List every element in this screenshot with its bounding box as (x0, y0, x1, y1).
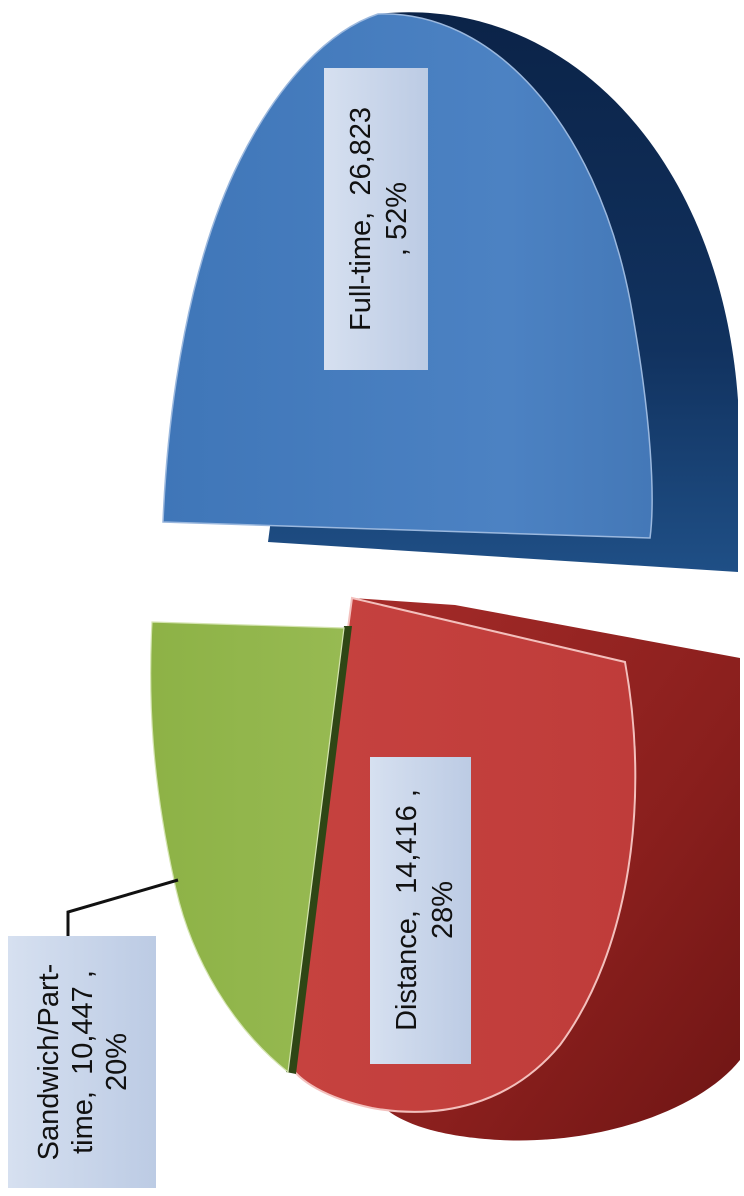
label-sandwich: Sandwich/Part- time, 10,447 , 20% (8, 936, 156, 1188)
label-full-time-line1: Full-time, 26,823 (345, 107, 377, 331)
label-sandwich-box (8, 936, 156, 1188)
label-distance-line1: Distance, 14,416 , (391, 789, 423, 1031)
label-distance-box (370, 757, 471, 1064)
slice-full-time (162, 12, 738, 573)
label-sandwich-line1: Sandwich/Part- (33, 964, 65, 1161)
slice-sandwich-edge (286, 626, 352, 1074)
label-distance-line2: 28% (427, 881, 459, 939)
slice-distance (288, 596, 740, 1141)
label-full-time-line2: , 52% (381, 182, 413, 256)
sandwich-leader-line (66, 878, 179, 936)
label-distance: Distance, 14,416 , 28% (370, 757, 471, 1064)
label-sandwich-line2: time, 10,447 , (67, 970, 99, 1154)
label-sandwich-line3: 20% (101, 1033, 133, 1091)
label-full-time-box (324, 68, 428, 370)
slice-sandwich (150, 621, 352, 1074)
label-full-time: Full-time, 26,823 , 52% (324, 68, 428, 370)
